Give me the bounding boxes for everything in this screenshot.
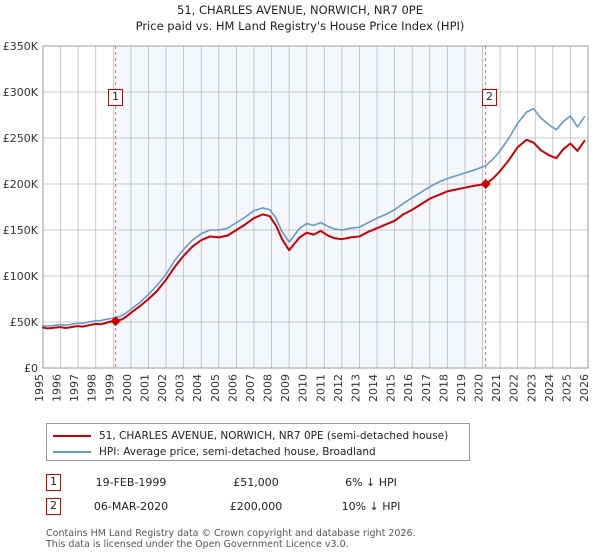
y-axis-tick-label: £150K [3,224,39,237]
x-axis-tick-label: 2012 [332,374,345,402]
sale-index-badge: 1 [46,473,61,491]
x-axis-tick-label: 2006 [226,374,239,402]
y-axis-tick-label: £50K [10,316,39,329]
footer-line-licence: This data is licensed under the Open Gov… [46,539,349,550]
title-block: 51, CHARLES AVENUE, NORWICH, NR7 0PE Pri… [0,2,600,34]
legend-swatch-price-paid [53,434,91,437]
x-axis-tick-label: 1999 [103,374,116,402]
series-line-hpi [42,107,586,327]
x-axis-tick-label: 2002 [156,374,169,402]
x-axis-tick-label: 2015 [385,374,398,402]
x-axis-tick-label: 2001 [138,374,151,402]
sale-date: 19-FEB-1999 [95,475,167,489]
page-subtitle: Price paid vs. HM Land Registry's House … [135,19,465,33]
x-axis-tick-label: 2025 [560,374,573,402]
x-axis-tick-label: 2000 [121,374,134,402]
sale-hpi-delta: 10% ↓ HPI [341,499,401,513]
x-axis-tick-label: 2020 [473,374,486,402]
ownership-shaded-band [115,46,486,368]
chart-plot-area: £0 £50K £100K £150K £200K £250K £300K £350K 1995… [3,40,591,402]
x-axis-tick-label: 2013 [349,374,362,402]
table-row[interactable]: 1 19-FEB-1999 £51,000 6% ↓ HPI [46,470,476,494]
x-axis-tick-label: 2019 [455,374,468,402]
sales-table: 1 19-FEB-1999 £51,000 6% ↓ HPI 2 06-MAR-… [46,470,476,518]
y-axis-tick-label: £350K [3,40,39,53]
x-axis-tick-label: 2009 [279,374,292,402]
x-axis-tick-label: 2023 [525,374,538,402]
y-axis-tick-label: £100K [3,270,39,283]
legend-label-hpi: HPI: Average price, semi-detached house,… [99,445,376,458]
x-axis-tick-label: 1997 [68,374,81,402]
sale-callout-badge[interactable]: 1 [108,89,123,106]
x-axis-tick-label: 2008 [262,374,275,402]
x-axis-tick-label: 2004 [191,374,204,402]
legend-entry-hpi: HPI: Average price, semi-detached house,… [53,444,463,459]
chart-svg: £0 £50K £100K £150K £200K £250K £300K £350K 1995… [3,40,591,402]
legend-swatch-hpi [53,450,91,453]
chart-legend: 51, CHARLES AVENUE, NORWICH, NR7 0PE (se… [46,423,470,461]
plot-frame [42,45,589,369]
x-axis-tick-label: 2005 [209,374,222,402]
sale-date: 06-MAR-2020 [93,499,169,513]
x-axis-tick-label: 1996 [51,374,64,402]
sale-price: £51,000 [233,475,279,489]
y-axis-tick-label: £300K [3,86,39,99]
x-axis-tick-label: 2016 [402,374,415,402]
x-axis-tick-label: 2014 [367,374,380,402]
y-axis-tick-label: £0 [24,362,38,375]
y-axis-tick-label: £250K [3,132,39,145]
x-axis-tick-label: 2010 [297,374,310,402]
x-axis-tick-label: 1995 [33,374,46,402]
x-axis-tick-label: 2021 [490,374,503,402]
legend-label-price-paid: 51, CHARLES AVENUE, NORWICH, NR7 0PE (se… [99,429,449,442]
legend-entry-price-paid: 51, CHARLES AVENUE, NORWICH, NR7 0PE (se… [53,428,463,443]
y-axis-tick-label: £200K [3,178,39,191]
x-axis-tick-label: 2011 [314,374,327,402]
x-axis-tick-label: 1998 [86,374,99,402]
x-axis-tick-label: 2003 [174,374,187,402]
x-axis-tick-label: 2022 [508,374,521,402]
sale-hpi-delta: 6% ↓ HPI [345,475,397,489]
x-axis-tick-label: 2007 [244,374,257,402]
sale-callout-badge[interactable]: 2 [482,89,497,106]
series-line-price-paid [42,138,586,330]
sale-point-marker [480,179,491,189]
sale-price: £200,000 [229,499,283,513]
footer-attribution: Contains HM Land Registry data © Crown c… [46,528,586,550]
sale-index-badge: 2 [46,497,61,515]
x-axis-tick-label: 2018 [437,374,450,402]
table-row[interactable]: 2 06-MAR-2020 £200,000 10% ↓ HPI [46,494,476,518]
x-axis-tick-label: 2026 [578,374,591,402]
x-axis-tick-label: 2024 [543,374,556,402]
sale-point-marker [110,316,121,327]
x-axis-tick-label: 2017 [420,374,433,402]
page-title: 51, CHARLES AVENUE, NORWICH, NR7 0PE [177,3,423,17]
footer-line-copyright: Contains HM Land Registry data © Crown c… [46,528,416,539]
